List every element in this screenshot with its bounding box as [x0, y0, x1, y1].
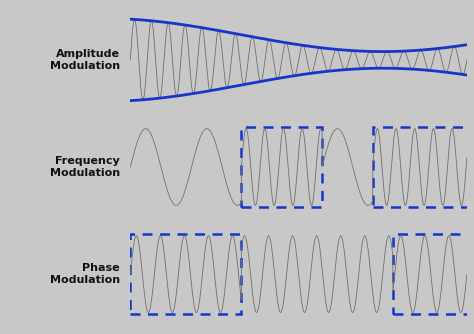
Bar: [393, 234, 474, 314]
Bar: [130, 234, 241, 314]
Text: Frequency
Modulation: Frequency Modulation: [50, 156, 120, 178]
Bar: [373, 127, 474, 207]
Text: Phase
Modulation: Phase Modulation: [50, 263, 120, 285]
Text: Amplitude
Modulation: Amplitude Modulation: [50, 49, 120, 71]
Bar: [241, 127, 322, 207]
